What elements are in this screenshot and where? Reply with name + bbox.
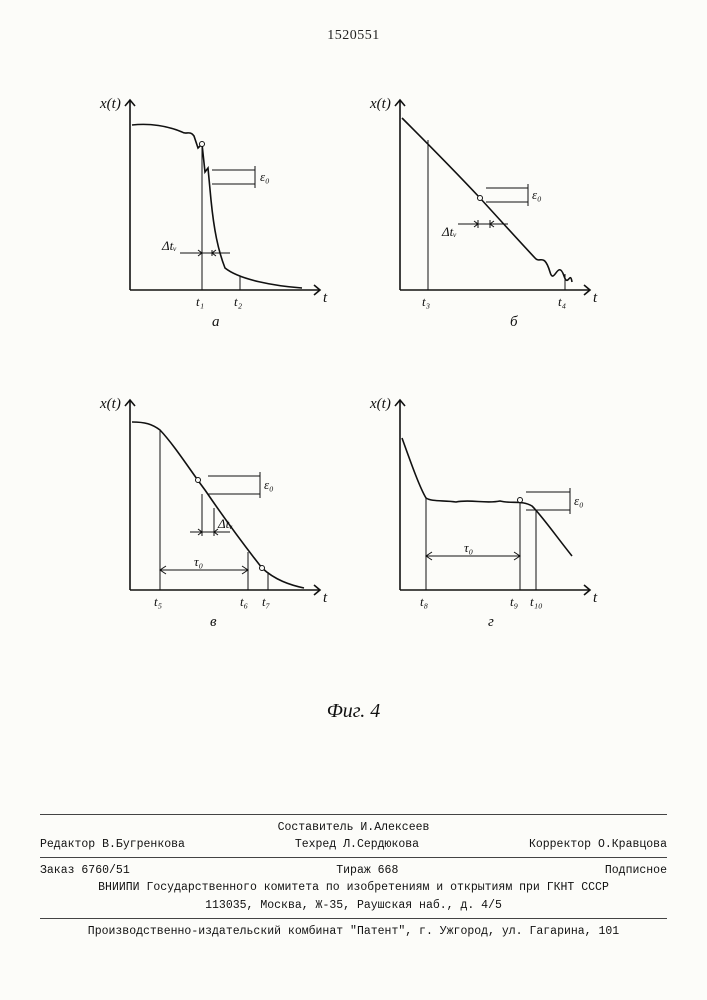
- figure-caption: Фиг. 4: [327, 700, 381, 723]
- panel-a: x(t) t ε₀ Δtᵥ: [90, 80, 340, 330]
- panel-b: x(t) t ε₀ Δtᵥ t: [360, 80, 610, 330]
- divider: [40, 918, 667, 919]
- y-axis-label: x(t): [369, 396, 391, 412]
- y-axis-label: x(t): [369, 96, 391, 112]
- y-axis-label: x(t): [99, 396, 121, 412]
- dtv-label: Δtᵥ: [441, 224, 457, 239]
- x-axis-label: t: [593, 590, 598, 606]
- t9-label: t₉: [510, 594, 518, 609]
- t2-label: t₂: [234, 294, 243, 309]
- compiler-line: Составитель И.Алексеев: [40, 819, 667, 836]
- panel-a-label: а: [212, 314, 220, 330]
- techred: Техред Л.Сердюкова: [295, 836, 419, 853]
- panel-v-label: в: [210, 614, 217, 630]
- footer-block: Составитель И.Алексеев Редактор В.Бугрен…: [40, 810, 667, 941]
- x-axis-label: t: [323, 290, 328, 306]
- t4-label: t₄: [558, 294, 567, 309]
- signed: Подписное: [605, 862, 667, 879]
- eps0-label: ε₀: [260, 169, 270, 184]
- page-root: 1520551 x(t) t ε₀: [0, 0, 707, 1000]
- panel-g-label: г: [488, 614, 494, 630]
- org2: Производственно-издательский комбинат "П…: [40, 923, 667, 940]
- y-axis-label: x(t): [99, 96, 121, 112]
- x-axis-label: t: [593, 290, 598, 306]
- x-axis-label: t: [323, 590, 328, 606]
- tirazh: Тираж 668: [336, 862, 398, 879]
- editor: Редактор В.Бугренкова: [40, 836, 185, 853]
- org1: ВНИИПИ Государственного комитета по изоб…: [40, 879, 667, 896]
- t7-label: t₇: [262, 594, 271, 609]
- corrector: Корректор О.Кравцова: [529, 836, 667, 853]
- t3-label: t₃: [422, 294, 430, 309]
- eps0-label: ε₀: [532, 187, 542, 202]
- t6-label: t₆: [240, 594, 248, 609]
- order: Заказ 6760/51: [40, 862, 130, 879]
- eps0-label: ε₀: [264, 477, 274, 492]
- eps0-label: ε₀: [574, 493, 584, 508]
- t5-label: t₅: [154, 594, 162, 609]
- addr1: 113035, Москва, Ж-35, Раушская наб., д. …: [40, 897, 667, 914]
- tau0-label: τ₀: [464, 540, 473, 555]
- t8-label: t₈: [420, 594, 429, 609]
- dtv-label: Δtᵥ: [161, 238, 177, 253]
- panel-g: x(t) t ε₀ τ₀ t₈ t₉: [360, 380, 610, 630]
- figure-group: x(t) t ε₀ Δtᵥ: [90, 80, 610, 700]
- divider: [40, 814, 667, 815]
- t1-label: t₁: [196, 294, 204, 309]
- divider: [40, 857, 667, 858]
- panel-v: x(t) t ε₀ Δtᵥ: [90, 380, 340, 630]
- dtv-label: Δtᵥ: [217, 516, 233, 531]
- t10-label: t₁₀: [530, 594, 543, 609]
- doc-number: 1520551: [327, 28, 380, 44]
- panel-b-label: б: [510, 314, 518, 330]
- tau0-label: τ₀: [194, 554, 203, 569]
